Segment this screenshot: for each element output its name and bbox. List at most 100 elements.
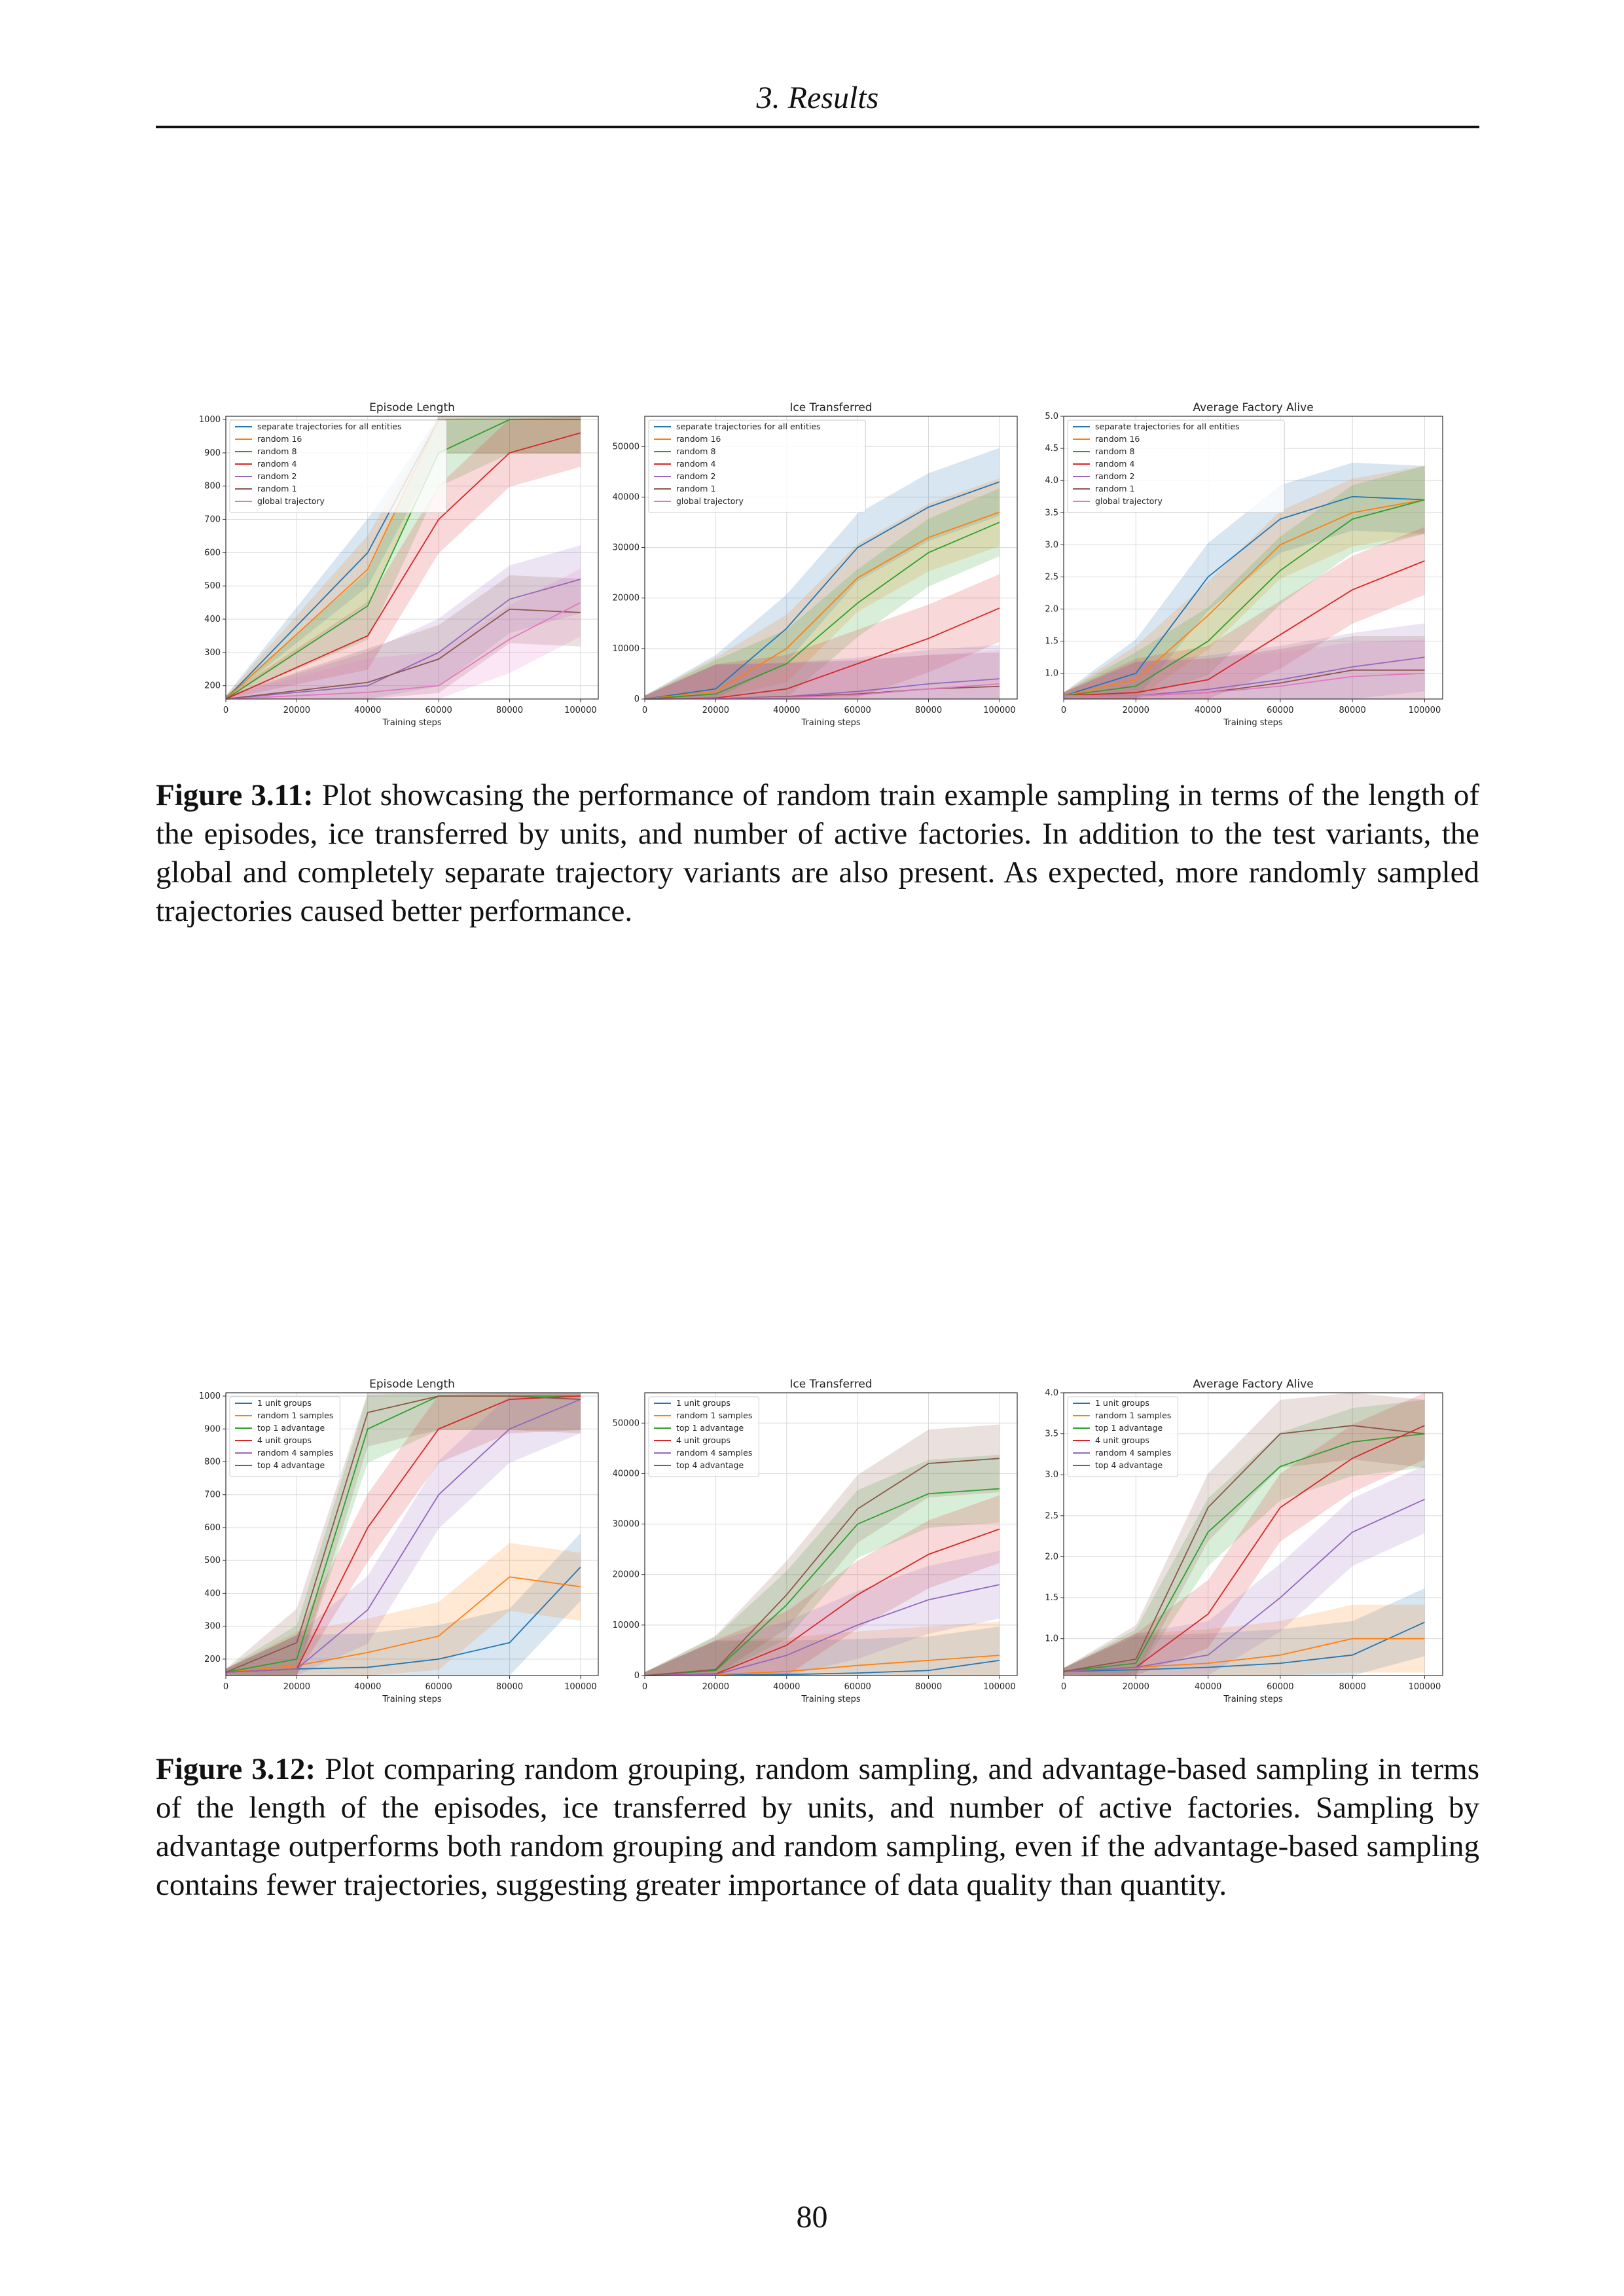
caption-text: Plot comparing random grouping, random s…	[156, 1752, 1479, 1902]
x-tick-label: 100000	[564, 1682, 597, 1692]
x-axis-label: Training steps	[801, 718, 861, 728]
legend-label: global trajectory	[1095, 496, 1163, 506]
series-band	[226, 545, 581, 699]
legend-label: top 4 advantage	[676, 1460, 744, 1470]
series-band	[226, 1533, 581, 1676]
y-tick-label: 900	[204, 1424, 221, 1434]
panel-episode-length: Episode Length 0 20000 40000 60000 80000 10000…	[177, 397, 602, 737]
figure-caption: Figure 3.12: Plot comparing random group…	[156, 1750, 1479, 1905]
y-tick-label: 10000	[613, 644, 640, 654]
series-line	[1063, 1425, 1425, 1672]
x-tick-label: 0	[223, 1682, 228, 1692]
x-tick-label: 100000	[1409, 706, 1441, 715]
series-band	[226, 568, 581, 699]
series-band	[226, 1543, 581, 1676]
y-tick-label: 5.0	[1045, 412, 1058, 422]
caption-text: Plot showcasing the performance of rando…	[156, 778, 1480, 928]
series-band	[1064, 1465, 1425, 1676]
legend-label: random 2	[676, 471, 715, 481]
legend-label: random 2	[257, 471, 297, 481]
y-tick-label: 1.5	[1045, 1593, 1058, 1603]
series-line	[644, 481, 1000, 700]
y-tick-label: 3.0	[1045, 540, 1058, 550]
series-band	[645, 574, 1000, 699]
y-tick-label: 40000	[613, 1469, 640, 1479]
y-tick-label: 10000	[613, 1621, 640, 1630]
y-tick-label: 20000	[613, 1570, 640, 1580]
plot-frame	[1063, 416, 1443, 700]
x-tick-label: 60000	[425, 706, 452, 715]
y-tick-label: 0	[634, 694, 640, 704]
legend-label: separate trajectories for all entities	[1095, 422, 1240, 431]
figure-caption: Figure 3.11: Plot showcasing the perform…	[156, 776, 1479, 931]
y-tick-label: 0	[634, 1671, 640, 1681]
series-line	[225, 601, 581, 700]
x-tick-label: 0	[1061, 706, 1066, 715]
series-band	[226, 1393, 581, 1676]
y-tick-label: 30000	[613, 1520, 640, 1530]
x-tick-label: 60000	[844, 706, 871, 715]
legend-label: random 16	[1095, 434, 1140, 444]
legend-label: random 1	[257, 484, 297, 493]
x-tick-label: 100000	[983, 706, 1016, 715]
x-tick-label: 20000	[1123, 1682, 1149, 1692]
legend-label: top 1 advantage	[676, 1423, 744, 1433]
legend-label: 1 unit groups	[257, 1398, 312, 1408]
legend-label: 1 unit groups	[1095, 1398, 1149, 1408]
x-tick-label: 20000	[283, 1682, 310, 1692]
series-band	[1064, 623, 1425, 699]
series-band	[226, 1393, 581, 1676]
y-tick-label: 200	[204, 1655, 221, 1664]
y-tick-label: 2.5	[1045, 1511, 1058, 1521]
x-tick-label: 60000	[1267, 706, 1293, 715]
chart-average-factory-alive: Average Factory Alive 0 20000 40000 60000 800…	[1045, 1378, 1443, 1704]
legend-label: random 1	[676, 484, 715, 493]
legend-label: separate trajectories for all entities	[257, 422, 402, 431]
legend-label: 1 unit groups	[676, 1398, 731, 1408]
legend-label: random 1 samples	[257, 1410, 333, 1420]
legend-label: random 4 samples	[676, 1448, 752, 1458]
y-tick-label: 3.0	[1045, 1470, 1058, 1480]
plot-frame	[644, 1392, 1018, 1676]
legend-label: random 2	[1095, 471, 1134, 481]
series-line	[225, 432, 581, 700]
y-tick-label: 40000	[613, 492, 640, 502]
chart-episode-length: Episode Length 0 20000 40000 60000 80000 10000…	[199, 1378, 599, 1704]
legend-label: random 4	[1095, 459, 1134, 469]
y-tick-label: 3.5	[1045, 1429, 1058, 1439]
y-tick-label: 4.0	[1045, 1388, 1058, 1398]
series-line	[1063, 1433, 1425, 1672]
chart-title: Average Factory Alive	[1193, 1378, 1313, 1391]
x-tick-label: 80000	[915, 1682, 942, 1692]
series-band	[645, 1626, 1000, 1676]
legend-label: global trajectory	[257, 496, 325, 506]
figure-3-11: Episode Length 0 20000 40000 60000 80000 10000…	[177, 397, 1460, 737]
series-line	[225, 1399, 581, 1673]
y-tick-label: 700	[204, 515, 221, 525]
legend-label: top 4 advantage	[1095, 1460, 1163, 1470]
y-tick-label: 1.5	[1045, 637, 1058, 647]
series-line	[1063, 560, 1425, 696]
x-tick-label: 80000	[1339, 706, 1365, 715]
series-line	[225, 608, 581, 700]
legend-label: 4 unit groups	[676, 1435, 731, 1445]
series-band	[226, 1393, 581, 1676]
chart-title: Episode Length	[369, 1378, 455, 1391]
series-band	[645, 1551, 1000, 1676]
x-tick-label: 20000	[1123, 706, 1149, 715]
series-line	[1063, 499, 1425, 696]
y-tick-label: 800	[204, 482, 221, 492]
series-band	[1064, 1393, 1425, 1676]
chart-ice-transferred: Ice Transferred 0 20000 40000 60000 80000 1000…	[613, 1378, 1018, 1704]
series-line	[644, 511, 1000, 700]
legend-label: top 1 advantage	[257, 1423, 325, 1433]
series-line	[644, 1458, 1000, 1676]
legend-label: top 4 advantage	[257, 1460, 325, 1470]
x-tick-label: 40000	[773, 1682, 800, 1692]
y-tick-label: 3.5	[1045, 508, 1058, 518]
chart-title: Episode Length	[369, 401, 455, 414]
legend-label: global trajectory	[676, 496, 744, 506]
legend-label: top 1 advantage	[1095, 1423, 1163, 1433]
legend-label: random 8	[1095, 446, 1134, 456]
x-tick-label: 40000	[1195, 1682, 1221, 1692]
